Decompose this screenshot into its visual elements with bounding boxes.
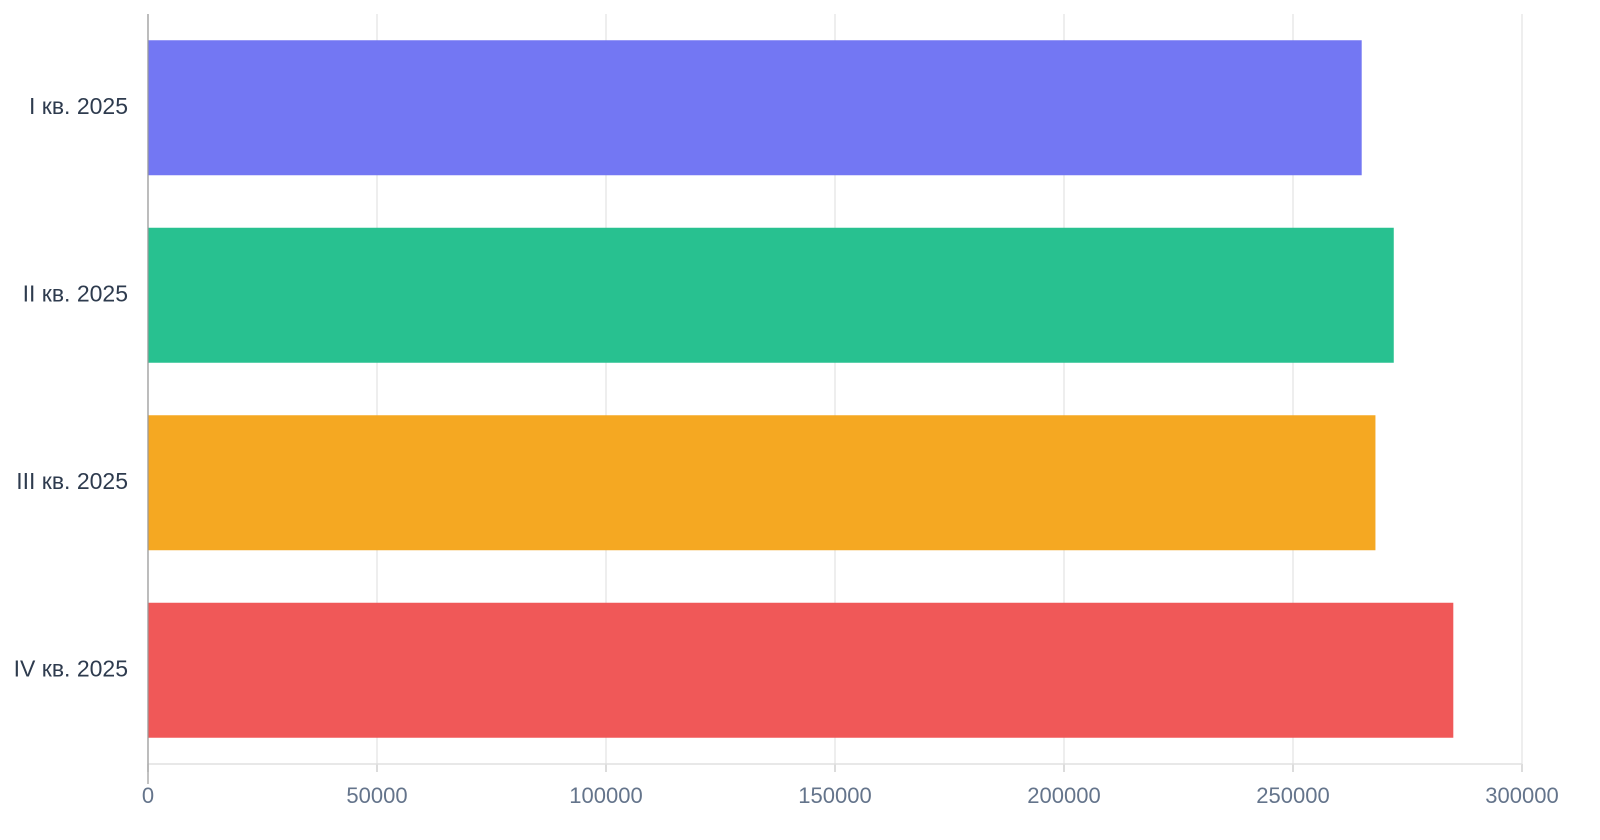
x-tick-label: 250000 bbox=[1256, 783, 1329, 808]
bar bbox=[148, 40, 1362, 176]
x-tick-label: 100000 bbox=[569, 783, 642, 808]
bar bbox=[148, 602, 1454, 738]
x-tick-label: 300000 bbox=[1485, 783, 1558, 808]
y-tick-label: II кв. 2025 bbox=[23, 280, 128, 306]
y-tick-label: III кв. 2025 bbox=[16, 468, 128, 494]
x-tick-label: 200000 bbox=[1027, 783, 1100, 808]
x-tick-label: 0 bbox=[142, 783, 154, 808]
y-tick-label: I кв. 2025 bbox=[29, 93, 128, 119]
x-tick-label: 150000 bbox=[798, 783, 871, 808]
y-tick-label: IV кв. 2025 bbox=[14, 655, 128, 681]
x-tick-label: 50000 bbox=[346, 783, 407, 808]
bar bbox=[148, 227, 1394, 363]
bar bbox=[148, 415, 1376, 551]
